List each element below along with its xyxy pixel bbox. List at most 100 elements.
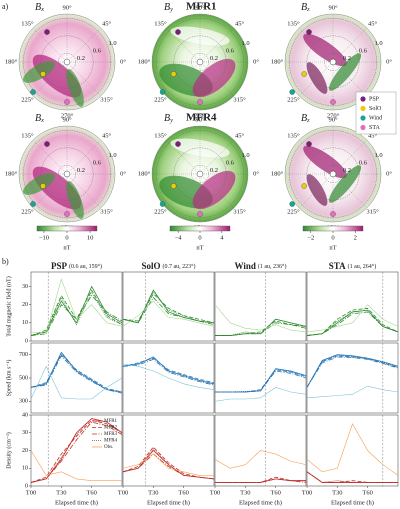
sun [329,58,337,66]
y-tick-label: 40 [22,412,28,418]
spoke [66,27,102,63]
spoke [165,139,201,175]
map-title: Bz [301,2,310,13]
map-title: By [164,2,173,13]
title-sub: x [40,117,44,124]
series-line [31,354,122,393]
column-name: PSP [51,261,68,271]
map-title: Bx [35,113,44,124]
series-line [307,307,398,336]
radial-label: 0.6 [359,47,368,54]
spoke [165,27,201,63]
title-base: B [301,2,307,13]
plot-frame [122,414,215,487]
legend-label: MFR4 [104,439,118,444]
radial-grid [306,35,360,89]
spoke [32,27,68,63]
spoke [332,139,368,175]
map-title: Bx [35,2,44,13]
spacecraft-marker [306,29,312,35]
radial-label: 0.2 [343,167,351,174]
spoke [298,173,334,209]
plot-frame [306,342,399,414]
series-line [31,419,122,483]
radial-label: 1.0 [375,40,383,47]
spacecraft-marker [64,99,70,105]
radial-grid [191,53,209,71]
colorbar-unit: nT [329,244,336,251]
colorbar-tick-label: 4 [220,234,224,241]
angle-label: 225° [21,97,34,104]
radial-grid [306,147,360,201]
x-axis-label: Elapsed time (h) [331,499,374,506]
plot-frame [214,271,307,342]
y-axis-label: Speed (km s⁻¹) [5,360,12,397]
series-line [123,453,214,476]
legend-marker [360,105,366,112]
polar-map: 90° 45° 0° 315° 270° 225° 180° 135° 0.2 0.6 1.0 [138,4,260,119]
radial-label: 0.2 [77,167,85,174]
series-line [123,448,214,480]
colorbar-tick-label: −2 [307,234,314,241]
angle-label: 225° [287,209,300,216]
angle-label: 90° [195,4,205,11]
spacecraft-marker [330,99,336,105]
spacecraft-marker [170,71,177,77]
radial-grid [289,18,377,106]
radial-grid [324,165,342,183]
series-line [215,478,306,483]
column-title: PSP (0.6 au, 159°) [51,261,102,271]
title-sub: z [306,117,310,124]
spacecraft-marker [301,71,307,77]
column-title: SolO (0.7 au, 223°) [141,261,195,271]
angle-label: 180° [5,170,18,177]
title-sub: x [40,6,44,13]
plot-frame [30,342,123,414]
colorbar-tick-label: 10 [87,234,94,241]
spoke [32,173,68,209]
series-line [123,357,214,385]
radial-grid [156,18,244,106]
angle-label: 135° [154,20,167,27]
spoke [165,173,201,209]
legend-label: Wind [369,115,382,121]
sun [196,170,204,178]
y-tick-label: 10 [22,320,28,326]
legend-marker [360,124,366,131]
angle-label: 315° [100,209,113,216]
series-line [307,354,398,388]
x-tick-label: T30 [240,489,250,496]
x-axis-label: Elapsed time (h) [147,499,190,506]
colorbar [36,225,98,232]
title-base: B [301,113,307,124]
series-line [307,309,398,336]
series-line [307,423,398,476]
angle-label: 135° [287,20,300,27]
map-model: MFR1 [186,1,217,13]
map-structure [23,61,55,83]
series-line [215,450,306,469]
series-line [31,450,122,481]
angle-label: 180° [138,170,151,177]
spoke [199,173,235,209]
plot-frame [306,414,399,487]
angle-label: 135° [21,132,34,139]
column-detail: (1 au, 236°) [258,263,287,270]
series-line [307,471,398,483]
map-title: Bz [301,113,310,124]
series-line [123,357,214,384]
y-axis-label: Total magnetic field (nT) [5,276,12,336]
angle-label: 45° [102,132,112,139]
radial-grid [173,147,227,201]
angle-label: 45° [235,132,245,139]
spoke [332,27,368,63]
radial-grid [191,165,209,183]
polar-map: 90° 45° 0° 315° 270° 225° 180° 135° 0.2 0.6 1.0 [5,4,127,119]
angle-label: 315° [233,209,246,216]
column-detail: (1 au, 264°) [348,263,377,270]
title-base: B [164,113,170,124]
spoke [199,27,235,63]
spacecraft-marker [44,141,50,147]
spacecraft-marker [170,183,177,189]
